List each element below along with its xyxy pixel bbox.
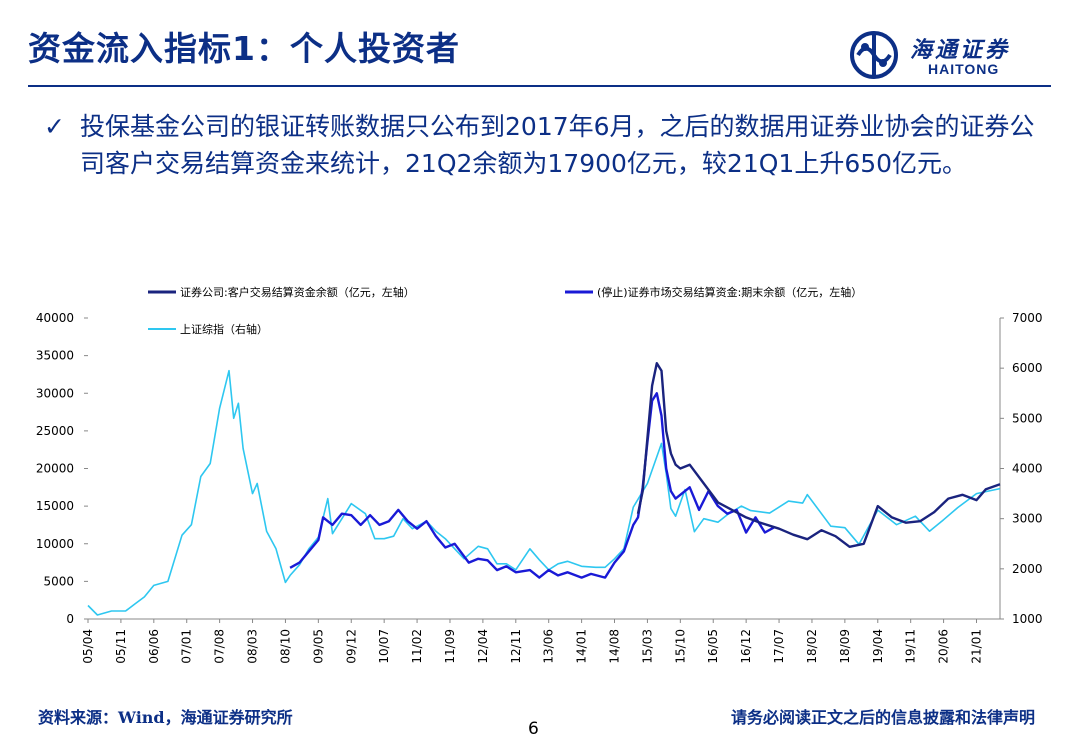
chart-legend: 证券公司:客户交易结算资金余额（亿元，左轴） (停止)证券市场交易结算资金:期末余… (148, 285, 862, 336)
source-note: 资料来源：Wind，海通证券研究所 (38, 708, 293, 727)
right-y-tick-label: 2000 (1012, 562, 1043, 576)
x-tick-label: 11/02 (410, 629, 424, 664)
right-y-tick-label: 1000 (1012, 612, 1043, 626)
x-tick-label: 05/04 (81, 629, 95, 664)
left-y-tick-label: 35000 (36, 349, 74, 363)
x-tick-label: 18/02 (805, 629, 819, 664)
x-tick-label: 21/01 (969, 629, 983, 664)
left-y-tick-label: 10000 (36, 537, 74, 551)
company-logo: 海通证券 HAITONG (848, 30, 1048, 80)
title-divider (28, 85, 1051, 87)
left-y-tick-label: 20000 (36, 462, 74, 476)
x-tick-label: 14/01 (575, 629, 589, 664)
right-y-tick-label: 6000 (1012, 361, 1043, 375)
chart-series (87, 362, 1001, 616)
chart-axes: 0500010000150002000025000300003500040000… (36, 311, 1043, 664)
x-tick-label: 12/04 (476, 629, 490, 664)
page-title: 资金流入指标1：个人投资者 (28, 29, 460, 68)
x-tick-label: 14/08 (608, 629, 622, 664)
logo-chinese-name: 海通证券 (910, 37, 1011, 63)
disclaimer-text: 请务必阅读正文之后的信息披露和法律声明 (730, 708, 1035, 727)
x-tick-label: 08/10 (278, 629, 292, 664)
right-y-tick-label: 4000 (1012, 462, 1043, 476)
x-tick-label: 09/12 (344, 629, 358, 664)
x-tick-label: 19/04 (871, 629, 885, 664)
x-tick-label: 06/06 (147, 629, 161, 664)
left-y-tick-label: 30000 (36, 386, 74, 400)
checkmark-icon: ✓ (44, 112, 65, 141)
left-y-tick-label: 0 (66, 612, 74, 626)
x-tick-label: 18/09 (838, 629, 852, 664)
x-tick-label: 15/03 (640, 629, 654, 664)
left-y-tick-label: 15000 (36, 499, 74, 513)
legend-label-3: 上证综指（右轴） (180, 322, 268, 336)
series-line-2 (289, 392, 775, 579)
x-tick-label: 19/11 (904, 629, 918, 664)
right-y-tick-label: 5000 (1012, 411, 1043, 425)
x-tick-label: 17/07 (772, 629, 786, 664)
haitong-logo-icon (850, 31, 898, 79)
x-tick-label: 16/12 (739, 629, 753, 664)
summary-text: 投保基金公司的银证转账数据只公布到2017年6月，之后的数据用证券业协会的证券公… (80, 112, 1035, 178)
x-tick-label: 13/06 (542, 629, 556, 664)
series-line-1 (636, 362, 1001, 548)
x-tick-label: 11/09 (443, 629, 457, 664)
x-tick-label: 07/01 (180, 629, 194, 664)
x-tick-label: 12/11 (509, 629, 523, 664)
left-y-tick-label: 5000 (43, 574, 74, 588)
left-y-tick-label: 25000 (36, 424, 74, 438)
x-tick-label: 16/05 (706, 629, 720, 664)
legend-label-1: 证券公司:客户交易结算资金余额（亿元，左轴） (180, 285, 415, 299)
left-y-tick-label: 40000 (36, 311, 74, 325)
legend-label-2: (停止)证券市场交易结算资金:期末余额（亿元，左轴） (597, 285, 862, 299)
x-tick-label: 09/05 (311, 629, 325, 664)
fund-flow-chart: 证券公司:客户交易结算资金余额（亿元，左轴） (停止)证券市场交易结算资金:期末余… (36, 285, 1043, 664)
x-tick-label: 10/07 (377, 629, 391, 664)
right-y-tick-label: 3000 (1012, 512, 1043, 526)
logo-english-name: HAITONG (928, 61, 1000, 77)
x-tick-label: 05/11 (114, 629, 128, 664)
x-tick-label: 20/06 (937, 629, 951, 664)
page-number: 6 (528, 719, 539, 739)
right-y-tick-label: 7000 (1012, 311, 1043, 325)
x-tick-label: 07/08 (213, 629, 227, 664)
x-tick-label: 08/03 (246, 629, 260, 664)
x-tick-label: 15/10 (673, 629, 687, 664)
series-line-3 (87, 369, 1001, 616)
